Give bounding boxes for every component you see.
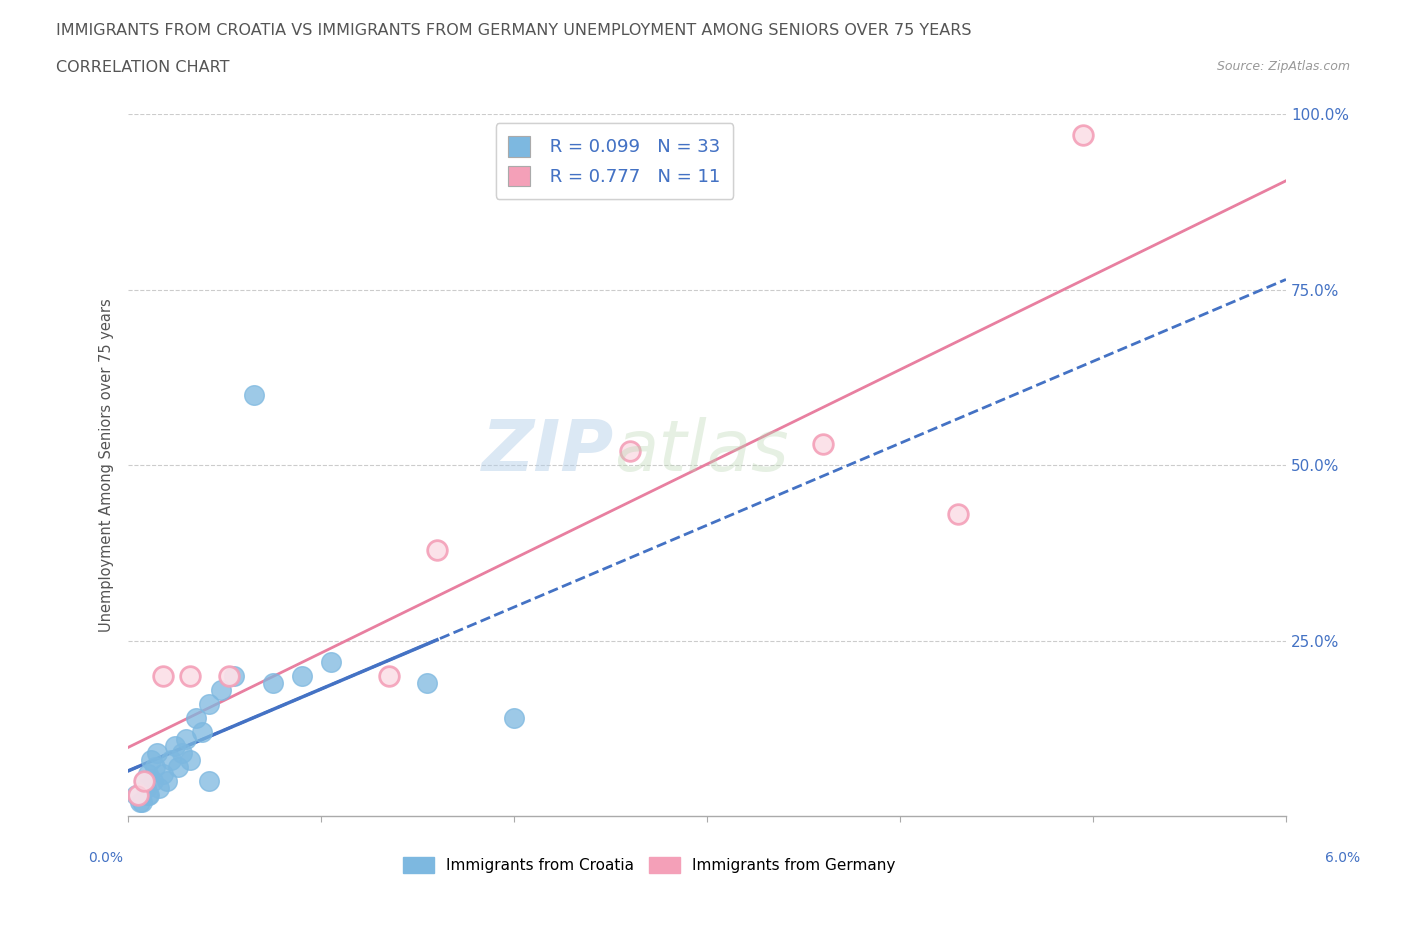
- Point: [218, 669, 240, 684]
- Point: [174, 732, 197, 747]
- Point: [209, 683, 232, 698]
- Point: [1073, 127, 1095, 142]
- Point: [1073, 127, 1095, 142]
- Point: [146, 746, 169, 761]
- Point: [132, 774, 155, 789]
- Point: [143, 760, 166, 775]
- Text: IMMIGRANTS FROM CROATIA VS IMMIGRANTS FROM GERMANY UNEMPLOYMENT AMONG SENIORS OV: IMMIGRANTS FROM CROATIA VS IMMIGRANTS FR…: [56, 23, 972, 38]
- Point: [811, 437, 834, 452]
- Point: [135, 781, 157, 796]
- Point: [179, 669, 201, 684]
- Point: [179, 669, 201, 684]
- Legend:  R = 0.099   N = 33,  R = 0.777   N = 11: R = 0.099 N = 33, R = 0.777 N = 11: [496, 123, 734, 199]
- Point: [136, 788, 159, 803]
- Point: [426, 542, 449, 557]
- Text: CORRELATION CHART: CORRELATION CHART: [56, 60, 229, 75]
- Point: [172, 746, 194, 761]
- Point: [138, 788, 160, 803]
- Point: [198, 774, 221, 789]
- Point: [152, 669, 174, 684]
- Point: [152, 767, 174, 782]
- Point: [131, 795, 153, 810]
- Point: [132, 774, 155, 789]
- Text: 6.0%: 6.0%: [1326, 851, 1360, 865]
- Text: atlas: atlas: [614, 417, 789, 485]
- Point: [242, 388, 264, 403]
- Point: [811, 437, 834, 452]
- Point: [128, 795, 150, 810]
- Point: [148, 781, 170, 796]
- Point: [377, 669, 399, 684]
- Point: [163, 738, 186, 753]
- Text: 0.0%: 0.0%: [89, 851, 122, 865]
- Point: [141, 752, 163, 767]
- Point: [167, 760, 190, 775]
- Point: [619, 444, 641, 458]
- Point: [262, 675, 284, 690]
- Point: [184, 711, 207, 725]
- Point: [127, 788, 149, 803]
- Text: Source: ZipAtlas.com: Source: ZipAtlas.com: [1216, 60, 1350, 73]
- Point: [156, 774, 179, 789]
- Point: [179, 752, 201, 767]
- Point: [946, 507, 969, 522]
- Point: [127, 788, 149, 803]
- Point: [136, 767, 159, 782]
- Point: [319, 655, 342, 670]
- Point: [159, 752, 181, 767]
- Point: [152, 669, 174, 684]
- Point: [619, 444, 641, 458]
- Point: [426, 542, 449, 557]
- Y-axis label: Unemployment Among Seniors over 75 years: Unemployment Among Seniors over 75 years: [100, 299, 114, 632]
- Point: [416, 675, 439, 690]
- Point: [198, 697, 221, 711]
- Point: [291, 669, 314, 684]
- Point: [142, 774, 165, 789]
- Point: [224, 669, 246, 684]
- Point: [190, 724, 212, 739]
- Point: [218, 669, 240, 684]
- Point: [377, 669, 399, 684]
- Point: [946, 507, 969, 522]
- Text: ZIP: ZIP: [482, 417, 614, 485]
- Point: [125, 788, 148, 803]
- Point: [503, 711, 526, 725]
- Point: [132, 774, 155, 789]
